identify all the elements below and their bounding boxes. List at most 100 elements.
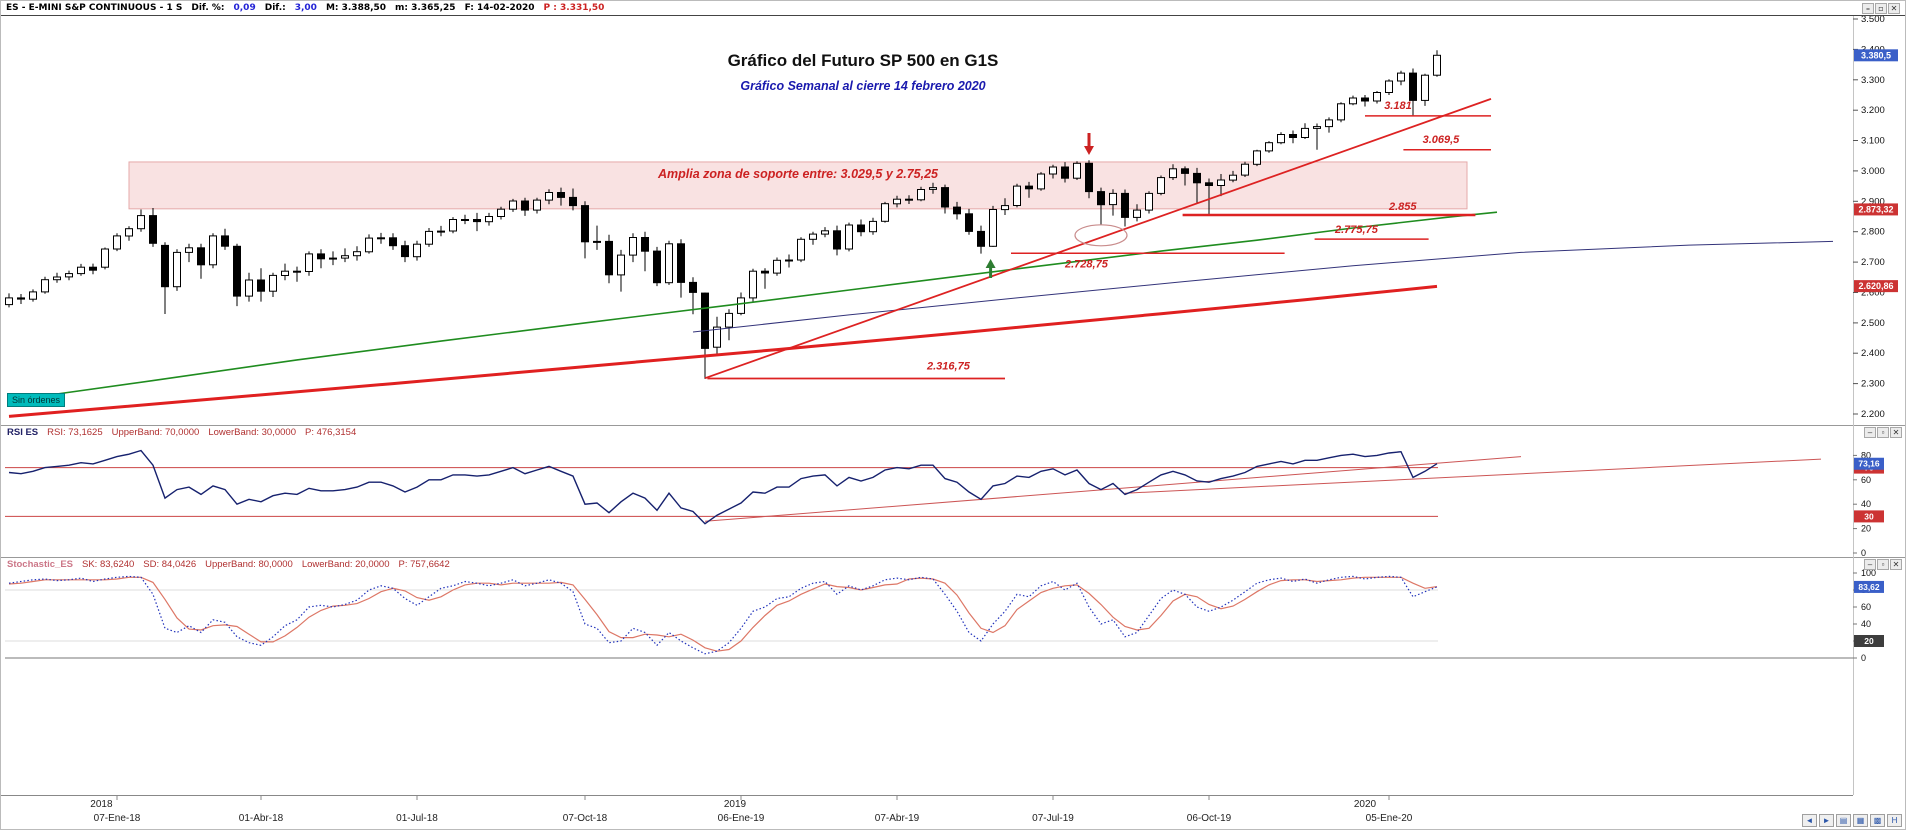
- candle-body: [329, 257, 337, 260]
- candle-body: [41, 279, 49, 293]
- y-axis-label: 2.800: [1861, 227, 1885, 238]
- candle-body: [833, 230, 841, 250]
- candle-body: [1001, 205, 1009, 211]
- rsi-axis-label: 20: [1861, 524, 1871, 534]
- candle-body: [413, 243, 421, 258]
- rsi-value: RSI: 73,1625: [47, 427, 103, 438]
- x-date-label: 05-Ene-20: [1366, 813, 1413, 824]
- candle-body: [1085, 162, 1093, 193]
- candle-body: [389, 237, 397, 247]
- stoch-axis-label: 100: [1861, 568, 1876, 578]
- no-orders-badge: Sin órdenes: [7, 393, 66, 407]
- price-tag: [1854, 280, 1898, 293]
- trendline-up: [704, 98, 1492, 380]
- candle-body: [1157, 177, 1165, 194]
- x-date-label: 07-Abr-19: [875, 813, 920, 824]
- candle-body: [377, 237, 385, 240]
- scroll-left-button[interactable]: ◄: [1802, 814, 1817, 827]
- candle-body: [1145, 192, 1153, 211]
- close-button[interactable]: ✕: [1890, 427, 1902, 438]
- restore-button[interactable]: ▫: [1875, 2, 1887, 14]
- candle-body: [353, 251, 361, 257]
- y-axis-label: 3.300: [1861, 75, 1885, 86]
- level-label: 2.728,75: [1064, 258, 1109, 270]
- candle-body: [497, 208, 505, 217]
- y-axis-label: 2.200: [1861, 409, 1885, 420]
- y-axis-label: 3.100: [1861, 136, 1885, 147]
- y-axis-label: 2.600: [1861, 287, 1885, 298]
- price-tag: [1854, 49, 1898, 62]
- candle-body: [65, 273, 73, 278]
- candle-body: [257, 279, 265, 292]
- session-max: M: 3.388,50: [325, 3, 387, 13]
- candle-body: [1409, 72, 1417, 101]
- minimize-button[interactable]: –: [1864, 427, 1876, 438]
- x-date-label: 01-Abr-18: [239, 813, 284, 824]
- candle-body: [1193, 172, 1201, 184]
- candle-body: [425, 230, 433, 245]
- candle-body: [17, 297, 25, 300]
- candle-body: [29, 291, 37, 300]
- candle-body: [161, 244, 169, 288]
- candle-body: [1373, 92, 1381, 102]
- scroll-right-button[interactable]: ►: [1819, 814, 1834, 827]
- x-date-label: 06-Ene-19: [718, 813, 765, 824]
- x-year-label: 2018: [90, 799, 113, 810]
- candle-body: [101, 248, 109, 268]
- minimize-button[interactable]: –: [1862, 2, 1874, 14]
- price-tag-text: 3.380,5: [1861, 50, 1891, 60]
- candle-body: [53, 276, 61, 281]
- level-label: 3.069,5: [1423, 134, 1461, 146]
- close-button[interactable]: ✕: [1890, 559, 1902, 570]
- close-button[interactable]: ✕: [1888, 2, 1900, 14]
- candle-body: [1205, 182, 1213, 187]
- ma-green: [56, 211, 1498, 395]
- y-axis-label: 2.700: [1861, 257, 1885, 268]
- candle-body: [965, 213, 973, 232]
- candle-body: [797, 238, 805, 261]
- layout-icon[interactable]: ▩: [1870, 814, 1885, 827]
- candle-body: [77, 266, 85, 275]
- candle-body: [857, 224, 865, 233]
- candle-body: [1037, 173, 1045, 190]
- candle-body: [1313, 126, 1321, 129]
- candle-body: [1421, 74, 1429, 101]
- candle-body: [269, 274, 277, 292]
- candle-body: [1253, 150, 1261, 165]
- rsi-axis-label: 60: [1861, 475, 1871, 485]
- candle-body: [5, 297, 13, 306]
- sheet-icon[interactable]: ▤: [1836, 814, 1851, 827]
- help-icon[interactable]: H: [1887, 814, 1902, 827]
- candle-body: [977, 230, 985, 247]
- stoch-sk-line: [8, 575, 1438, 655]
- level-label: 2.775,75: [1334, 224, 1379, 236]
- candle-body: [1109, 192, 1117, 206]
- rsi-axis-label: 40: [1861, 499, 1871, 509]
- candle-body: [173, 251, 181, 288]
- restore-button[interactable]: ▫: [1877, 427, 1889, 438]
- chart-subtitle: Gráfico Semanal al cierre 14 febrero 202…: [740, 79, 986, 93]
- candle-body: [1133, 209, 1141, 218]
- candle-body: [449, 219, 457, 232]
- candle-body: [1229, 174, 1237, 181]
- dif-value: 3,00: [294, 3, 317, 13]
- candle-body: [1349, 97, 1357, 105]
- ma-red-thick: [8, 284, 1438, 418]
- candle-body: [653, 250, 661, 284]
- candle-body: [1061, 166, 1069, 179]
- candle-body: [221, 235, 229, 247]
- candle-body: [437, 230, 445, 233]
- level-label: 2.855: [1388, 201, 1417, 213]
- x-date-label: 06-Oct-19: [1187, 813, 1232, 824]
- candle-body: [989, 209, 997, 247]
- restore-button[interactable]: ▫: [1877, 559, 1889, 570]
- minimize-button[interactable]: –: [1864, 559, 1876, 570]
- candle-body: [1289, 134, 1297, 138]
- candle-body: [281, 270, 289, 277]
- candle-body: [233, 245, 241, 297]
- stoch-tag: [1854, 580, 1884, 593]
- x-date-label: 07-Ene-18: [94, 813, 141, 824]
- grid-icon[interactable]: ▦: [1853, 814, 1868, 827]
- level-label: 3.181: [1384, 100, 1412, 112]
